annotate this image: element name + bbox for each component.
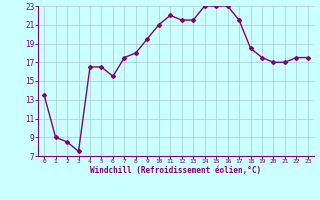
X-axis label: Windchill (Refroidissement éolien,°C): Windchill (Refroidissement éolien,°C) (91, 166, 261, 175)
